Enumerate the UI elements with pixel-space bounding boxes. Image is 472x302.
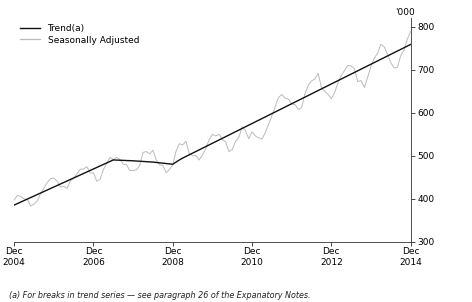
- Text: (a) For breaks in trend series — see paragraph 26 of the Expanatory Notes.: (a) For breaks in trend series — see par…: [9, 291, 311, 300]
- Legend: Trend(a), Seasonally Adjusted: Trend(a), Seasonally Adjusted: [19, 23, 141, 47]
- Text: '000: '000: [395, 8, 414, 17]
